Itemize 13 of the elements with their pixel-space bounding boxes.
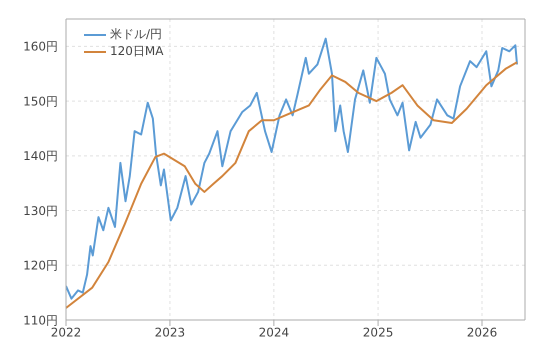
y-tick-label: 130円 xyxy=(23,204,58,218)
x-tick-label: 2025 xyxy=(362,326,394,340)
legend-label: 米ドル/円 xyxy=(110,26,162,43)
y-tick-label: 150円 xyxy=(23,94,58,108)
x-tick-label: 2026 xyxy=(466,326,498,340)
y-tick-label: 160円 xyxy=(23,40,58,54)
x-tick-label: 2022 xyxy=(50,326,82,340)
x-tick-label: 2024 xyxy=(258,326,290,340)
y-tick-label: 110円 xyxy=(23,313,58,328)
y-tick-label: 140円 xyxy=(23,149,58,164)
x-tick-label: 2023 xyxy=(154,326,186,340)
y-tick-label: 120円 xyxy=(23,258,58,273)
legend-label: 120日MA xyxy=(110,43,164,60)
